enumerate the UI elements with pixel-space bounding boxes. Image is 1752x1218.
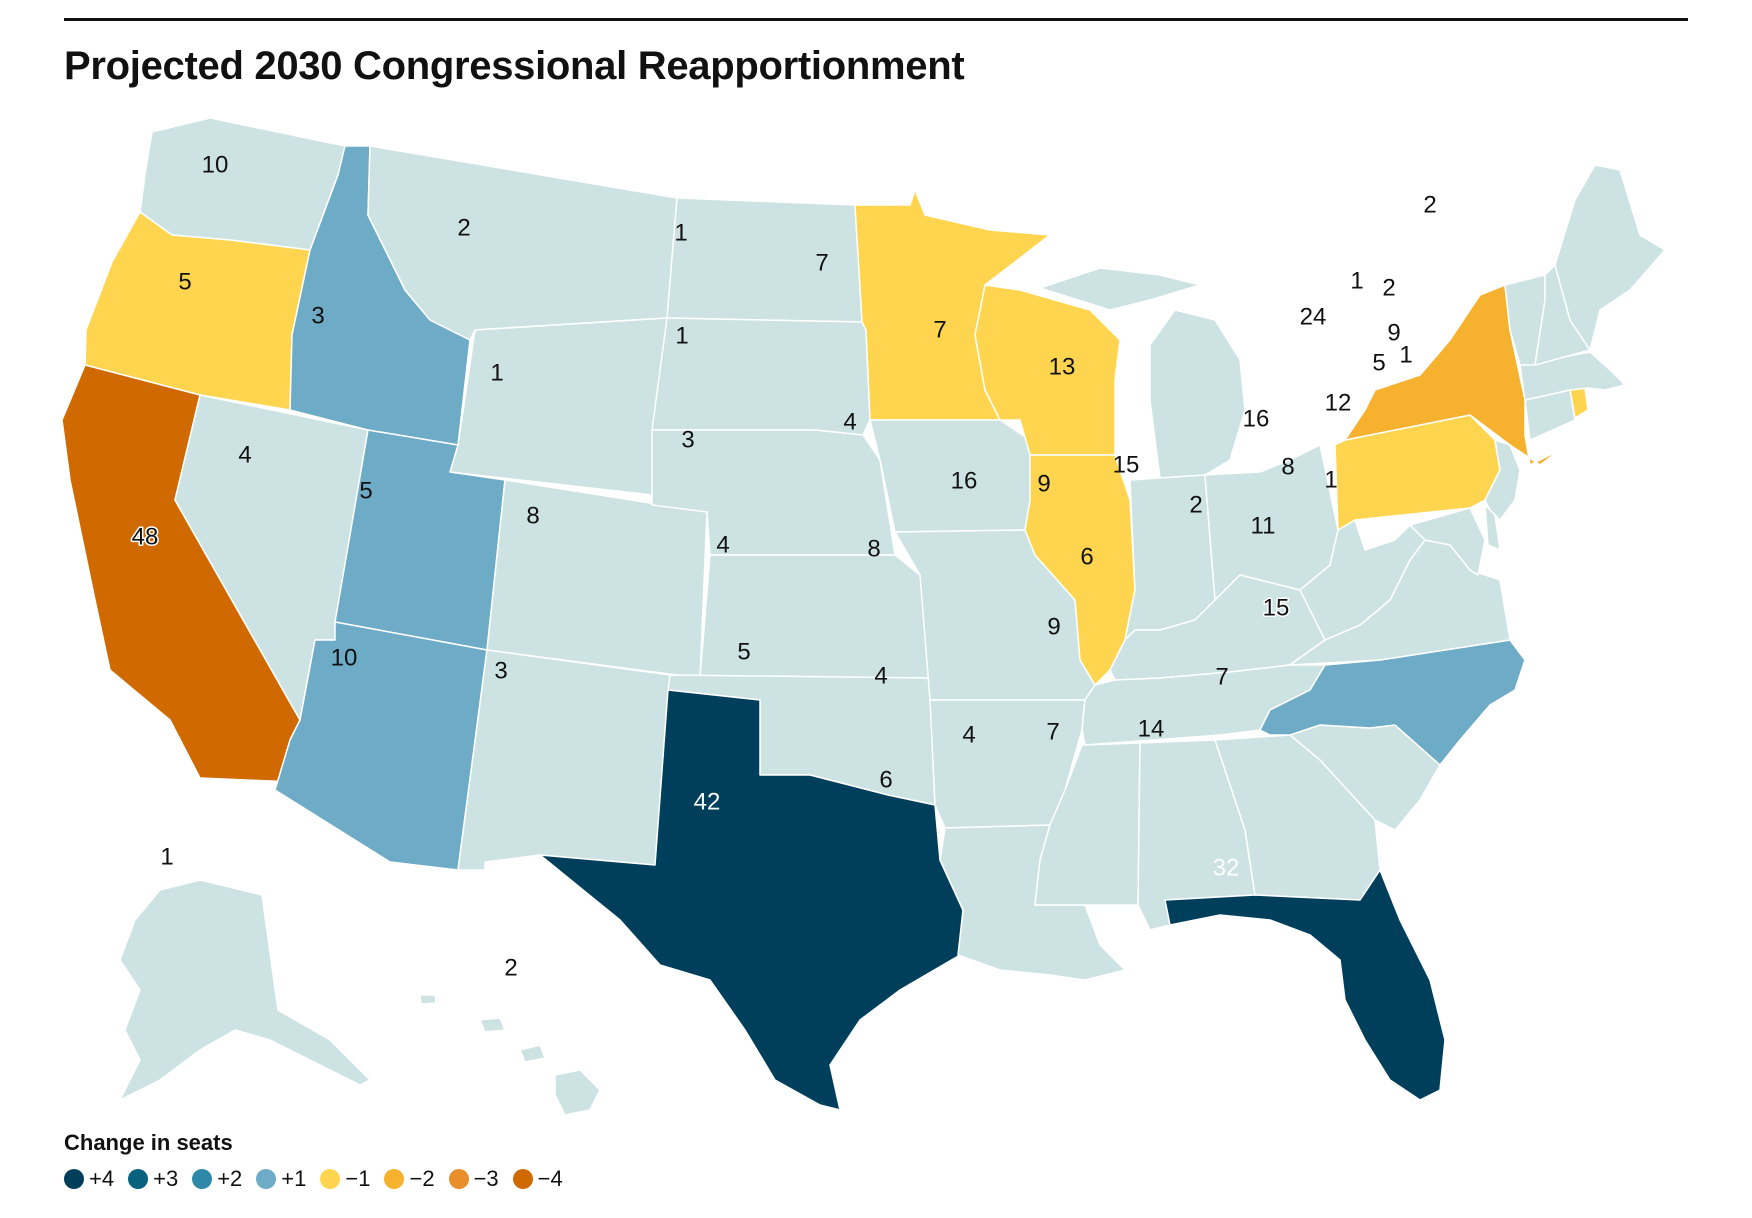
seat-label-MA: 9 <box>1387 320 1400 347</box>
legend-title: Change in seats <box>64 1130 233 1155</box>
seat-label-UT: 5 <box>359 478 372 505</box>
legend-label: +2 <box>217 1166 243 1191</box>
seat-label-AL: 7 <box>1046 719 1059 746</box>
state-FL[interactable] <box>1164 869 1446 1101</box>
seat-label-MS: 4 <box>962 722 975 749</box>
legend-item-plus-2: +2 <box>192 1166 242 1192</box>
legend-label: +4 <box>89 1166 115 1191</box>
legend-item-minus-4: −4 <box>512 1166 563 1192</box>
state-MD[interactable] <box>1409 507 1486 576</box>
legend-label: +3 <box>153 1166 179 1191</box>
seat-label-AR: 4 <box>874 663 887 690</box>
legend-label: −2 <box>409 1166 435 1191</box>
legend-swatch <box>256 1169 277 1189</box>
seat-label-ND: 1 <box>674 220 687 247</box>
legend-swatch <box>128 1169 149 1189</box>
legend-swatch <box>320 1169 341 1189</box>
seat-label-OK: 5 <box>737 639 750 666</box>
legend-item-minus-2: −2 <box>384 1166 435 1192</box>
legend-item-plus-3: +3 <box>128 1166 178 1192</box>
seat-label-RI: 1 <box>1399 342 1412 369</box>
seat-label-CO: 8 <box>526 503 539 530</box>
seat-label-TX: 42 <box>694 789 721 816</box>
seat-label-VT: 1 <box>1350 268 1363 295</box>
legend-label: +1 <box>281 1166 307 1191</box>
legend-swatch <box>512 1169 533 1189</box>
seat-label-TN: 9 <box>1047 614 1060 641</box>
seat-label-HI: 2 <box>504 955 517 982</box>
seat-label-AK: 1 <box>160 844 173 871</box>
state-NJ[interactable] <box>1484 439 1521 521</box>
map-title: Projected 2030 Congressional Reapportion… <box>64 44 965 88</box>
seat-label-MI: 13 <box>1049 354 1076 381</box>
state-ME[interactable] <box>1554 164 1666 351</box>
seat-label-SC: 7 <box>1215 664 1228 691</box>
seat-label-MO: 8 <box>867 536 880 563</box>
legend-label: −1 <box>345 1166 371 1191</box>
seat-label-OH: 15 <box>1113 452 1140 479</box>
seat-label-AZ: 10 <box>331 645 358 672</box>
seat-label-NV: 4 <box>238 442 251 469</box>
seat-label-WY: 1 <box>490 360 503 387</box>
seat-label-CA: 48 <box>132 524 159 551</box>
seat-label-WA: 10 <box>202 152 229 179</box>
seat-label-MN: 7 <box>815 250 828 277</box>
legend-label: −4 <box>537 1166 563 1191</box>
legend-swatch <box>448 1169 469 1189</box>
legend-swatch <box>384 1169 405 1189</box>
state-HI[interactable] <box>419 994 601 1116</box>
top-rule <box>64 18 1688 21</box>
seat-label-ID: 3 <box>311 303 324 330</box>
seat-label-DE: 1 <box>1324 467 1337 494</box>
legend: Change in seats +4 +3 +2 +1 −1 −2 −3 −4 <box>64 1130 577 1192</box>
legend-items: +4 +3 +2 +1 −1 −2 −3 −4 <box>64 1166 577 1192</box>
state-KS[interactable] <box>699 554 931 679</box>
state-DE[interactable] <box>1484 504 1501 551</box>
seat-label-CT: 5 <box>1372 350 1385 377</box>
seat-label-NE: 3 <box>681 427 694 454</box>
seat-label-NM: 3 <box>494 658 507 685</box>
seat-label-NJ: 12 <box>1325 390 1352 417</box>
legend-swatch <box>64 1169 84 1189</box>
seat-label-KY: 6 <box>1080 544 1093 571</box>
legend-item-minus-1: −1 <box>320 1166 370 1192</box>
seat-label-VA: 11 <box>1251 513 1276 540</box>
state-MA[interactable] <box>1519 351 1626 401</box>
legend-label: −3 <box>473 1166 499 1191</box>
seat-label-NY: 24 <box>1300 304 1327 331</box>
state-MI[interactable] <box>1039 267 1246 479</box>
legend-item-plus-4: +4 <box>64 1166 114 1192</box>
seat-label-MT: 2 <box>457 215 470 242</box>
legend-item-plus-1: +1 <box>256 1166 306 1192</box>
state-AK[interactable] <box>119 879 371 1101</box>
seat-label-KS: 4 <box>716 532 729 559</box>
state-WY[interactable] <box>449 317 668 496</box>
seat-label-IA: 4 <box>843 409 856 436</box>
seat-label-PA: 16 <box>1243 406 1270 433</box>
state-NM[interactable] <box>457 649 671 871</box>
legend-swatch <box>192 1169 213 1189</box>
seat-label-FL: 32 <box>1213 855 1240 882</box>
seat-label-SD: 1 <box>675 323 688 350</box>
seat-label-WV: 2 <box>1189 492 1202 519</box>
state-CO[interactable] <box>486 479 708 679</box>
state-NY[interactable] <box>1344 284 1561 466</box>
seat-label-IL: 16 <box>951 468 978 495</box>
state-TX[interactable] <box>539 689 964 1111</box>
legend-item-minus-3: −3 <box>448 1166 499 1192</box>
state-WA[interactable] <box>139 117 346 251</box>
seat-label-OR: 5 <box>178 269 191 296</box>
seat-label-LA: 6 <box>879 767 892 794</box>
seat-label-GA: 14 <box>1138 716 1165 743</box>
seat-label-NH: 2 <box>1382 275 1395 302</box>
seat-label-ME: 2 <box>1423 192 1436 219</box>
state-ND[interactable] <box>666 197 863 323</box>
seat-label-WI: 7 <box>933 317 946 344</box>
seat-label-NC: 15 <box>1263 595 1290 622</box>
seat-label-IN: 9 <box>1037 471 1050 498</box>
seat-label-MD: 8 <box>1281 454 1294 481</box>
state-NC[interactable] <box>1259 639 1526 766</box>
